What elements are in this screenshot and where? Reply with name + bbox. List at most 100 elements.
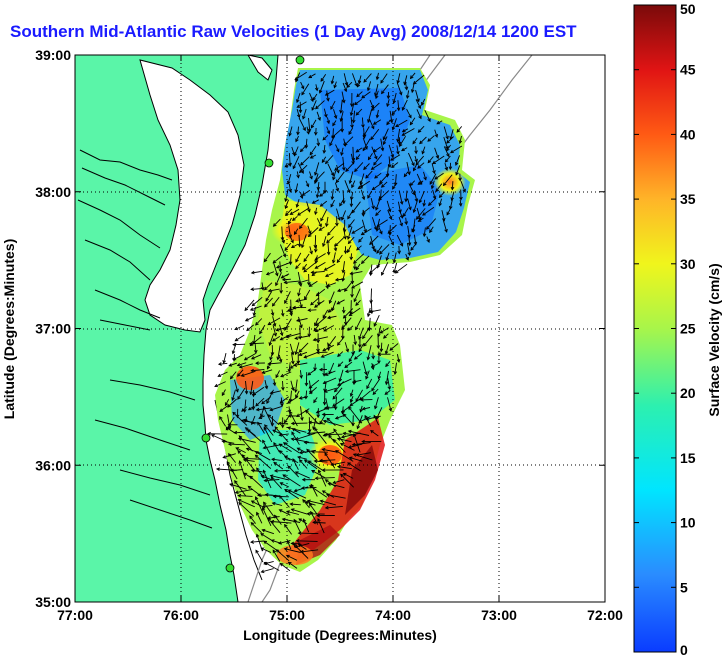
velocity-arrowhead xyxy=(339,109,343,114)
velocity-arrow xyxy=(259,324,266,334)
velocity-arrow xyxy=(300,81,305,89)
velocity-arrow xyxy=(324,381,327,392)
velocity-arrowhead xyxy=(417,165,421,169)
velocity-arrowhead xyxy=(392,100,397,105)
velocity-arrowhead xyxy=(344,369,349,374)
velocity-arrowhead xyxy=(279,332,284,337)
velocity-arrow xyxy=(289,126,293,136)
velocity-arrowhead xyxy=(318,223,322,228)
velocity-arrow xyxy=(243,472,253,480)
velocity-arrow xyxy=(267,517,281,533)
velocity-arrowhead xyxy=(284,488,288,493)
velocity-arrow xyxy=(362,361,367,375)
velocity-arrowhead xyxy=(321,447,326,452)
velocity-arrowhead xyxy=(326,417,331,422)
velocity-arrowhead xyxy=(273,332,278,337)
velocity-arrowhead xyxy=(354,101,358,106)
velocity-arrowhead xyxy=(255,407,260,412)
velocity-arrow xyxy=(264,380,268,389)
velocity-arrowhead xyxy=(347,240,352,245)
velocity-arrowhead xyxy=(326,120,331,125)
velocity-arrowhead xyxy=(409,75,414,80)
velocity-arrowhead xyxy=(427,159,432,164)
velocity-arrow xyxy=(315,326,328,332)
velocity-arrowhead xyxy=(375,227,380,232)
velocity-arrow xyxy=(242,454,256,472)
velocity-arrowhead xyxy=(324,505,329,510)
velocity-arrow xyxy=(279,509,291,516)
velocity-arrow xyxy=(418,217,424,222)
velocity-arrow xyxy=(316,288,326,297)
velocity-arrowhead xyxy=(256,493,261,497)
velocity-arrowhead xyxy=(322,150,327,154)
velocity-arrow xyxy=(344,361,353,368)
velocity-arrow xyxy=(272,296,280,307)
velocity-arrowhead xyxy=(320,78,325,82)
velocity-arrowhead xyxy=(324,113,328,118)
velocity-arrowhead xyxy=(297,212,301,216)
velocity-arrow xyxy=(322,448,337,453)
velocity-arrowhead xyxy=(337,217,341,221)
velocity-arrowhead xyxy=(352,432,357,437)
velocity-arrowhead xyxy=(293,543,297,548)
velocity-arrow xyxy=(263,406,273,425)
velocity-arrow xyxy=(296,540,318,542)
velocity-arrowhead xyxy=(258,415,263,419)
velocity-arrowhead xyxy=(334,167,338,171)
velocity-arrow xyxy=(293,362,308,366)
velocity-arrow xyxy=(419,136,427,144)
velocity-arrow xyxy=(305,138,308,149)
velocity-arrow xyxy=(434,129,438,138)
velocity-arrow xyxy=(250,305,262,311)
velocity-arrowhead xyxy=(280,237,285,241)
velocity-arrow xyxy=(383,333,389,339)
velocity-arrowhead xyxy=(231,350,236,355)
velocity-arrow xyxy=(218,371,228,377)
velocity-arrowhead xyxy=(234,337,239,342)
velocity-arrowhead xyxy=(349,203,354,208)
velocity-arrowhead xyxy=(311,470,315,474)
velocity-arrowhead xyxy=(304,500,309,505)
velocity-arrowhead xyxy=(353,356,358,360)
velocity-arrow xyxy=(251,354,262,360)
velocity-arrow xyxy=(445,155,451,163)
velocity-arrow xyxy=(308,309,317,311)
velocity-arrow xyxy=(351,73,358,87)
velocity-arrowhead xyxy=(366,313,371,318)
velocity-arrow xyxy=(241,406,248,412)
velocity-arrow xyxy=(387,224,397,234)
velocity-arrow xyxy=(272,255,283,264)
velocity-arrowhead xyxy=(298,352,303,357)
velocity-arrow xyxy=(272,336,281,342)
velocity-arrowhead xyxy=(267,414,272,418)
velocity-arrowhead xyxy=(291,431,295,436)
velocity-arrow xyxy=(303,262,316,273)
velocity-arrowhead xyxy=(325,493,330,497)
velocity-arrow xyxy=(336,254,343,263)
velocity-arrowhead xyxy=(329,142,333,147)
velocity-arrowhead xyxy=(281,239,286,244)
velocity-arrow xyxy=(363,128,365,139)
velocity-arrowhead xyxy=(355,266,360,271)
velocity-arrowhead xyxy=(265,297,269,302)
velocity-arrow xyxy=(251,368,265,372)
velocity-arrowhead xyxy=(308,74,313,79)
velocity-arrow xyxy=(296,198,300,208)
velocity-arrowhead xyxy=(288,132,292,137)
velocity-arrow xyxy=(260,533,272,541)
velocity-arrowhead xyxy=(383,335,387,339)
velocity-arrowhead xyxy=(307,460,312,464)
velocity-arrowhead xyxy=(416,98,420,103)
velocity-arrowhead xyxy=(372,121,377,125)
velocity-arrowhead xyxy=(429,181,433,185)
velocity-arrow xyxy=(288,362,291,372)
velocity-arrowhead xyxy=(423,176,427,181)
velocity-arrowhead xyxy=(315,194,320,199)
velocity-arrow xyxy=(327,242,330,255)
velocity-arrowhead xyxy=(371,246,375,251)
velocity-arrow xyxy=(267,317,281,325)
velocity-arrow xyxy=(431,163,435,174)
velocity-arrow xyxy=(304,441,318,444)
velocity-arrowhead xyxy=(352,260,357,264)
velocity-arrow xyxy=(273,462,284,470)
